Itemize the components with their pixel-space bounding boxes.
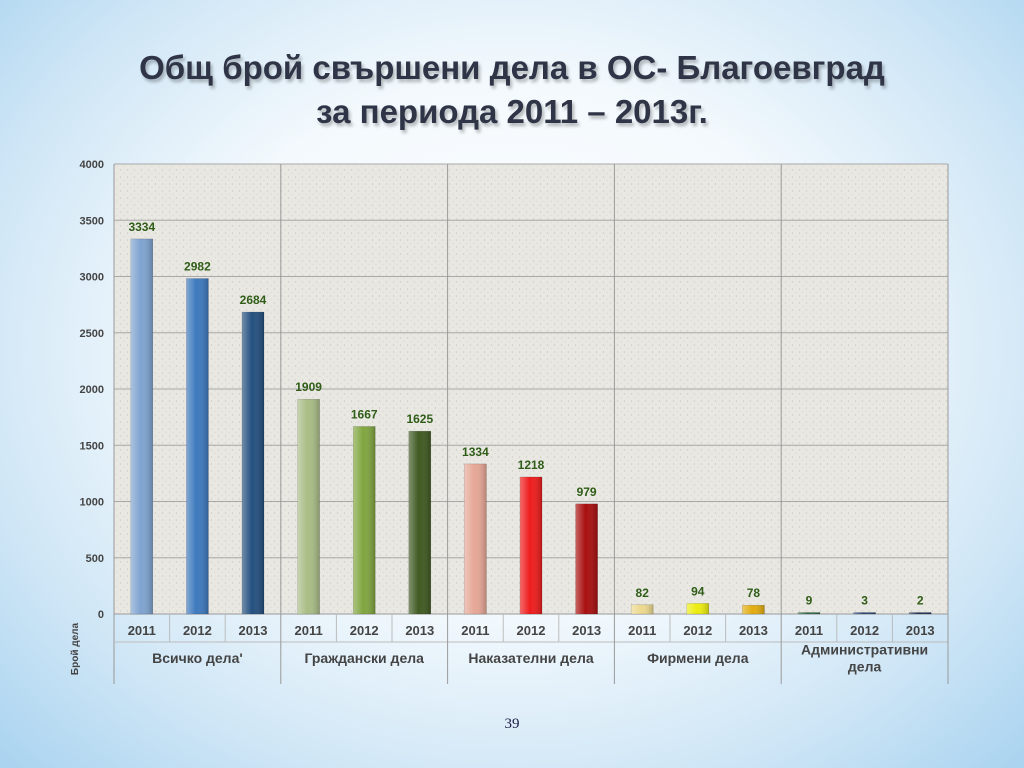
category-label: Фирмени дела [647,650,749,666]
bar-shading [520,476,542,614]
x-tick-label: 2013 [405,623,434,638]
category-label: Наказателни дела [468,650,593,666]
data-label: 3334 [128,220,155,234]
bar-shading [631,604,654,614]
bar-shading [798,612,820,614]
x-tick-label: 2013 [239,623,268,638]
y-tick-label: 1000 [80,497,104,509]
x-tick-label: 2012 [350,623,379,638]
x-tick-label: 2011 [628,623,656,638]
data-label: 3 [861,594,868,608]
y-tick-label: 500 [86,553,104,565]
data-label: 979 [577,485,597,499]
bar-shading [353,426,376,614]
x-tick-label: 2011 [128,623,156,638]
slide-title-line1: Общ брой свършени дела в ОС- Благоевград [139,49,885,86]
bar-shading [909,612,932,614]
data-label: 94 [691,584,705,598]
y-tick-label: 3000 [80,272,104,284]
category-label: дела [848,659,882,675]
y-tick-label: 2000 [80,384,104,396]
data-label: 82 [636,586,650,600]
x-tick-label: 2013 [906,623,935,638]
category-label: Всичко дела' [152,650,243,666]
y-tick-label: 1500 [80,440,104,452]
bar-shading [464,463,487,614]
x-tick-label: 2011 [461,623,489,638]
bar-shading [408,431,431,614]
data-label: 2982 [184,260,211,274]
data-label: 78 [747,586,761,600]
x-tick-label: 2012 [683,623,712,638]
page-number: 39 [504,716,520,732]
bar-shading [186,278,209,614]
data-label: 2 [917,594,924,608]
data-label: 1625 [406,412,433,426]
x-tick-label: 2012 [183,623,212,638]
bar-shading [742,605,765,614]
bar-shading [297,399,320,614]
x-tick-label: 2013 [739,623,768,638]
x-tick-label: 2012 [517,623,546,638]
data-label: 1334 [462,445,489,459]
x-tick-label: 2012 [850,623,879,638]
category-label: Административни [801,642,928,658]
bar-shading [575,503,598,614]
data-label: 9 [806,594,813,608]
y-tick-label: 3500 [80,215,104,227]
slide-title-line2: за периода 2011 – 2013г. [316,93,708,130]
bar-shading [242,312,264,614]
x-tick-label: 2011 [795,623,823,638]
data-label: 1667 [351,407,378,421]
data-label: 1909 [295,380,322,394]
y-tick-label: 2500 [80,328,104,340]
y-axis-label: Брой дела [70,622,81,675]
bar-shading [130,238,153,615]
category-label: Граждански дела [304,650,424,666]
y-tick-label: 0 [98,609,104,621]
y-tick-label: 4000 [80,159,104,171]
x-tick-label: 2013 [572,623,601,638]
x-tick-label: 2011 [294,623,322,638]
data-label: 2684 [240,293,267,307]
slide-title: Общ брой свършени дела в ОС- Благоевград… [0,46,1024,134]
bar-shading [686,603,709,614]
data-label: 1218 [518,458,545,472]
bar-shading [853,612,876,614]
